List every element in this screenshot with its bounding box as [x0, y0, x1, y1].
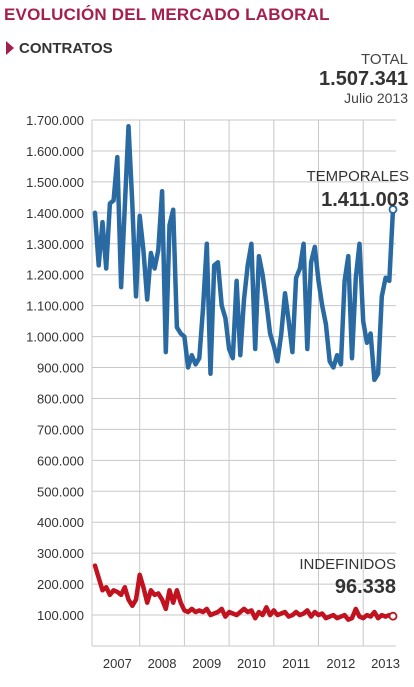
y-tick-label: 100.000 [37, 608, 84, 623]
y-tick-label: 1.700.000 [26, 113, 84, 128]
indefinidos-label: INDEFINIDOS [299, 556, 396, 573]
y-tick-label: 1.400.000 [26, 206, 84, 221]
series-annotations: TEMPORALES 1.411.003 INDEFINIDOS 96.338 [299, 168, 409, 598]
y-axis-ticks: 100.000 200.000 300.000 400.000 500.000 600.0… [26, 113, 84, 623]
y-tick-label: 1.600.000 [26, 144, 84, 159]
x-tick-label: 2009 [192, 656, 221, 671]
x-tick-label: 2012 [326, 656, 355, 671]
total-date: Julio 2013 [344, 90, 408, 106]
indefinidos-end-point [388, 611, 398, 621]
y-tick-label: 1.500.000 [26, 175, 84, 190]
temporales-end-point [388, 205, 398, 214]
total-summary: TOTAL 1.507.341 Julio 2013 [319, 51, 408, 106]
y-tick-label: 300.000 [37, 546, 84, 561]
indefinidos-line [92, 563, 396, 622]
y-tick-label: 1.200.000 [26, 268, 84, 283]
x-tick-label: 2008 [148, 656, 177, 671]
y-tick-label: 700.000 [37, 422, 84, 437]
x-tick-label: 2011 [282, 656, 310, 671]
y-tick-label: 900.000 [37, 361, 84, 376]
y-tick-label: 600.000 [37, 453, 84, 468]
y-tick-label: 1.300.000 [26, 237, 84, 252]
x-tick-label: 2013 [371, 656, 400, 671]
chart-subtitle: CONTRATOS [6, 40, 113, 57]
x-tick-label: 2007 [103, 656, 132, 671]
subtitle-label: CONTRATOS [19, 40, 113, 57]
indefinidos-value: 96.338 [335, 576, 396, 598]
chart-grid [91, 119, 396, 647]
y-tick-label: 400.000 [37, 515, 84, 530]
y-tick-label: 1.100.000 [26, 299, 84, 314]
temporales-label: TEMPORALES [306, 168, 409, 185]
chart-title: EVOLUCIÓN DEL MERCADO LABORAL [4, 5, 330, 24]
y-tick-label: 800.000 [37, 391, 84, 406]
y-tick-label: 500.000 [37, 484, 84, 499]
y-tick-label: 1.000.000 [26, 330, 84, 345]
x-axis-ticks: 2007 2008 2009 2010 2011 2012 2013 [103, 656, 400, 671]
series-lines [92, 123, 398, 622]
temporales-line [92, 123, 396, 383]
total-label: TOTAL [361, 51, 408, 68]
y-tick-label: 200.000 [37, 577, 84, 592]
x-tick-label: 2010 [237, 656, 266, 671]
temporales-value: 1.411.003 [321, 189, 409, 211]
total-value: 1.507.341 [319, 68, 408, 90]
triangle-marker-icon [6, 41, 14, 55]
